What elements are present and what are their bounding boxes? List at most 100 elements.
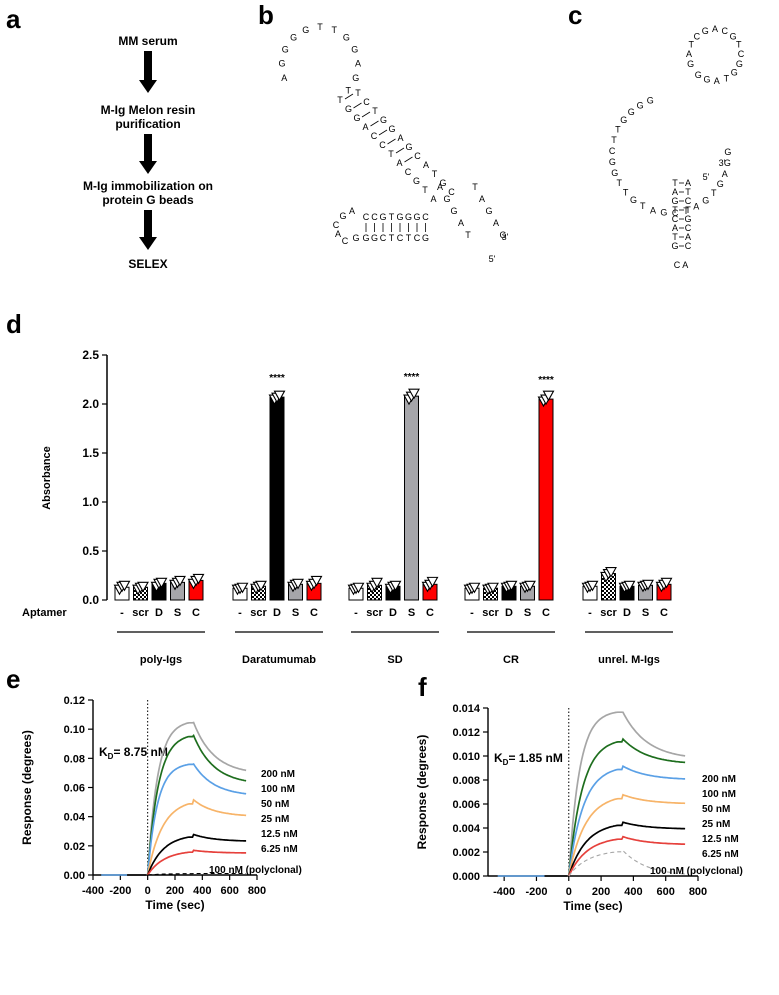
series-label: 25 nM — [261, 814, 289, 825]
nucleotide: G — [380, 115, 387, 125]
nucleotide: G — [282, 45, 289, 55]
series-label: 100 nM — [702, 789, 736, 800]
flow-step-3b: protein G beads — [102, 193, 194, 207]
nucleotide: T — [345, 85, 351, 95]
nucleotide: C — [685, 241, 692, 251]
nucleotide: G — [278, 59, 285, 69]
nucleotide: A — [714, 76, 720, 86]
nucleotide: G — [731, 67, 738, 77]
data-point — [371, 577, 383, 589]
x-tick-label: 200 — [592, 886, 610, 898]
nucleotide: A — [458, 218, 464, 228]
series-label: 6.25 nM — [261, 844, 298, 855]
nucleotide: A — [423, 160, 429, 170]
series-line — [567, 793, 686, 877]
nucleotide: G — [724, 158, 731, 168]
significance-marker: **** — [269, 373, 285, 384]
series-label: 200 nM — [702, 774, 736, 785]
nucleotide: T — [615, 125, 621, 135]
nucleotide: G — [343, 33, 350, 43]
data-point — [292, 578, 304, 590]
nucleotide: T — [724, 73, 730, 83]
nucleotide: C — [721, 26, 728, 36]
x-tick-label: 800 — [248, 885, 266, 897]
data-point — [505, 580, 518, 592]
three-prime-end: 3' — [719, 158, 726, 168]
x-tick-label: 0 — [145, 885, 151, 897]
nucleotide: A — [479, 194, 485, 204]
series-label: 200 nM — [261, 769, 295, 780]
line-chart-f: 0.000 0.002 0.004 0.006 0.008 0.010 0.012 0.014… — [415, 703, 743, 913]
aptamer-tick-label: - — [354, 607, 358, 619]
nucleotide: T — [465, 230, 471, 240]
series-line — [567, 764, 686, 877]
y-tick-label: 1.0 — [82, 495, 99, 509]
data-point — [542, 390, 555, 402]
nucleotide: G — [405, 212, 412, 222]
nucleotide: G — [724, 147, 731, 157]
significance-marker: **** — [404, 372, 420, 383]
nucleotide: G — [388, 124, 395, 134]
bar — [404, 395, 419, 601]
nucleotide: G — [345, 104, 352, 114]
nucleotide: A — [396, 158, 402, 168]
nucleotide: T — [611, 135, 617, 145]
data-point — [236, 582, 249, 594]
nucleotide: T — [617, 178, 623, 188]
series-label: 12.5 nM — [261, 829, 298, 840]
group-label: SD — [387, 654, 402, 666]
nucleotide: T — [432, 169, 438, 179]
series-line — [146, 798, 247, 876]
base-pair-bond — [395, 147, 405, 154]
aptamer-tick-label: C — [660, 607, 668, 619]
nucleotide: C — [672, 214, 679, 224]
nucleotide: A — [493, 218, 499, 228]
data-point — [586, 580, 599, 592]
five-prime-end: 5' — [703, 172, 710, 182]
nucleotide: T — [736, 39, 742, 49]
nucleotide: G — [302, 25, 309, 35]
aptamer-axis-label: Aptamer — [22, 607, 67, 619]
nucleotide: A — [685, 232, 691, 242]
nucleotide: T — [317, 22, 323, 32]
nucleotide: C — [363, 97, 370, 107]
nucleotide: G — [405, 142, 412, 152]
data-point — [192, 573, 205, 585]
nucleotide: G — [671, 241, 678, 251]
nucleotide: G — [660, 208, 667, 218]
x-tick-label: 600 — [657, 886, 675, 898]
aptamer-tick-label: S — [292, 607, 299, 619]
nucleotide: T — [337, 95, 343, 105]
x-tick-label: -200 — [525, 886, 547, 898]
y-tick-label: 0.0 — [82, 593, 99, 607]
nucleotide: G — [647, 96, 654, 106]
nucleotide: T — [672, 232, 678, 242]
nucleotide: C — [333, 220, 340, 230]
x-tick-label: 600 — [220, 885, 238, 897]
group-label: unrel. M-Igs — [598, 654, 660, 666]
nucleotide: C — [414, 233, 421, 243]
flow-step-1: MM serum — [118, 34, 177, 48]
panel-label-e: e — [6, 664, 20, 694]
nucleotide: G — [371, 233, 378, 243]
nucleotide: G — [290, 33, 297, 43]
series-line — [146, 734, 247, 876]
data-point — [468, 582, 481, 594]
nucleotide: G — [396, 212, 403, 222]
panel-label-f: f — [418, 672, 427, 702]
nucleotide: G — [413, 212, 420, 222]
group-label: poly-Igs — [140, 654, 182, 666]
aptamer-tick-label: C — [542, 607, 550, 619]
group-label: CR — [503, 654, 519, 666]
series-label: 100 nM — [261, 784, 295, 795]
series-label: 50 nM — [261, 799, 289, 810]
nucleotide: G — [684, 214, 691, 224]
aptamer-tick-label: S — [642, 607, 649, 619]
y-tick-label: 1.5 — [82, 446, 99, 460]
y-tick-label: 0.12 — [64, 695, 85, 707]
aptamer-tick-label: C — [192, 607, 200, 619]
nucleotide: A — [686, 49, 692, 59]
aptamer-tick-label: scr — [366, 607, 383, 619]
nucleotide: T — [685, 187, 691, 197]
